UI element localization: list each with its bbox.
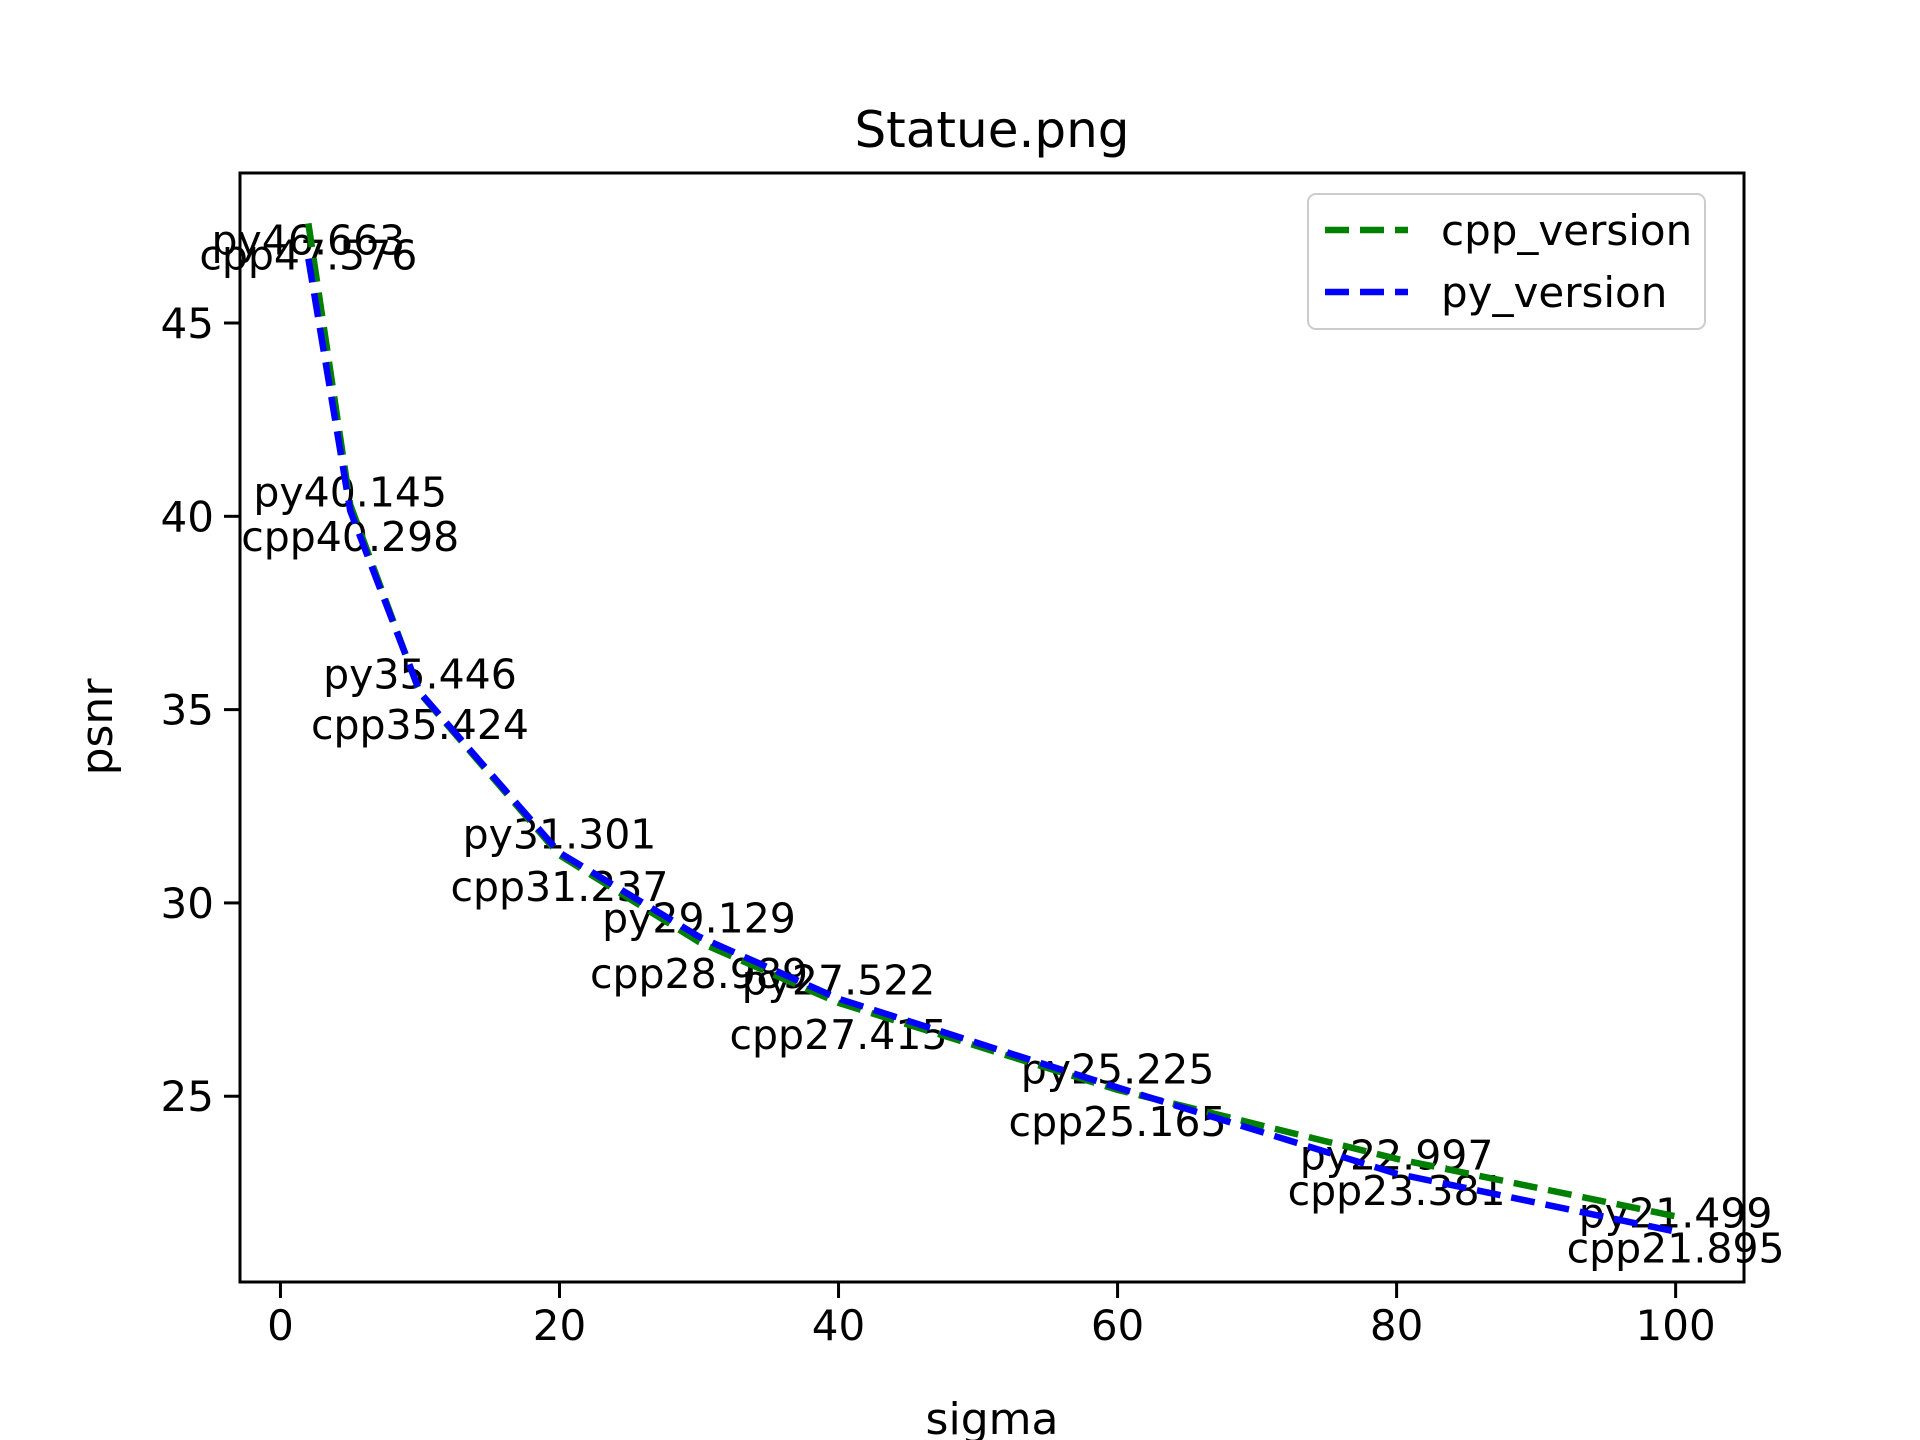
x-tick-label: 0: [267, 1301, 294, 1350]
y-tick-label: 25: [161, 1072, 214, 1121]
y-tick-label: 30: [161, 879, 214, 928]
plot-area: 0 20 40 60 80 1002530354045cpp47.576cpp40.298…: [161, 217, 1785, 1350]
y-tick-label: 40: [161, 492, 214, 541]
point-label-cpp: cpp28.989: [590, 950, 808, 998]
y-axis-label: psnr: [72, 678, 123, 776]
y-tick-label: 45: [161, 299, 214, 348]
x-tick-label: 100: [1636, 1301, 1716, 1350]
point-label-py: py31.301: [463, 811, 657, 859]
point-label-py: py21.499: [1579, 1190, 1773, 1238]
legend-label-py: py_version: [1441, 268, 1667, 317]
point-label-cpp: cpp25.165: [1009, 1098, 1227, 1146]
legend: cpp_version py_version: [1307, 193, 1706, 330]
x-tick-label: 80: [1370, 1301, 1423, 1350]
point-label-cpp: cpp21.895: [1567, 1224, 1785, 1272]
point-label-py: py27.522: [742, 957, 936, 1005]
x-tick-label: 20: [533, 1301, 586, 1350]
chart-title: Statue.png: [854, 101, 1129, 159]
point-label-cpp: cpp40.298: [241, 513, 459, 561]
x-axis-label: sigma: [926, 1394, 1059, 1440]
point-label-cpp: cpp27.415: [729, 1011, 947, 1059]
point-label-cpp: cpp35.424: [311, 701, 529, 749]
legend-label-cpp: cpp_version: [1441, 206, 1692, 255]
y-tick-label: 35: [161, 686, 214, 735]
py_version-line: [305, 258, 1677, 1235]
point-label-py: py35.446: [323, 650, 517, 698]
x-tick-label: 40: [812, 1301, 865, 1350]
axes-frame: [238, 171, 1746, 1284]
x-tick-label: 60: [1091, 1301, 1144, 1350]
